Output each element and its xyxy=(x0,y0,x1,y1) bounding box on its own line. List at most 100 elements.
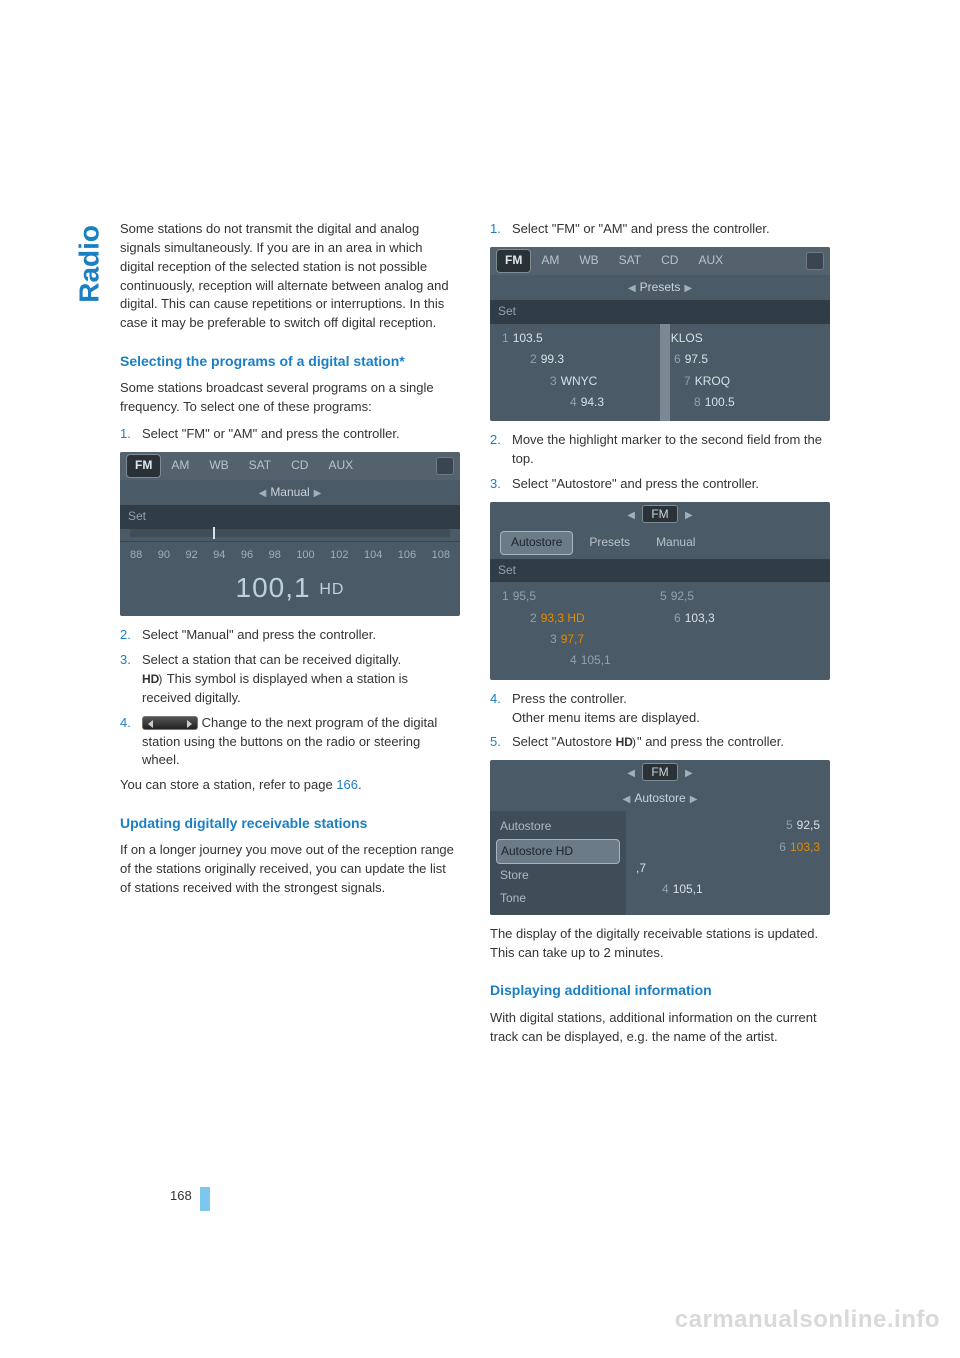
preset-val: 95,5 xyxy=(513,589,536,603)
preset-num: 5 xyxy=(786,817,793,834)
preset-val: 100.5 xyxy=(705,395,735,409)
preset-num: 5 xyxy=(660,589,667,603)
tab-bar: FM AM WB SAT CD AUX xyxy=(120,452,460,480)
steps-list: Select "FM" or "AM" and press the contro… xyxy=(490,220,830,239)
hd-icon: HD xyxy=(142,672,162,686)
preset-val: 99.3 xyxy=(541,352,564,366)
preset-num: 4 xyxy=(662,881,669,898)
tab-cd: CD xyxy=(651,248,688,273)
tab-sat: SAT xyxy=(609,248,651,273)
tab-wb: WB xyxy=(569,248,608,273)
preset-val: 103.5 xyxy=(513,331,543,345)
band-label: FM xyxy=(642,505,677,523)
step-text-part: This symbol is displayed when a station … xyxy=(142,671,408,705)
steps-list: Move the highlight marker to the second … xyxy=(490,431,830,494)
dial-tick: 98 xyxy=(269,548,281,564)
preset-val: ,7 xyxy=(636,860,646,877)
hd-icon: HD xyxy=(319,581,344,598)
dial-tick: 104 xyxy=(364,548,382,564)
step-text: Select "Manual" and press the controller… xyxy=(142,626,460,645)
step-text: Move the highlight marker to the second … xyxy=(512,431,830,469)
preset-num: 4 xyxy=(570,395,577,409)
preset-val: KROQ xyxy=(695,374,730,388)
preset-num: 1 xyxy=(502,589,509,603)
step-item: Select "FM" or "AM" and press the contro… xyxy=(120,425,460,444)
figure-manual-tuning: FM AM WB SAT CD AUX ◀Manual▶ Set 88 90 9… xyxy=(120,452,460,616)
dial-scale: 88 90 92 94 96 98 100 102 104 106 108 xyxy=(120,541,460,566)
preset-val: KLOS xyxy=(671,331,703,345)
tab-sat: SAT xyxy=(239,453,281,478)
step-text-part: Select "Autostore xyxy=(512,734,616,749)
step-text: Press the controller. Other menu items a… xyxy=(512,690,830,728)
tab-am: AM xyxy=(531,248,569,273)
figure-presets: FM AM WB SAT CD AUX ◀Presets▶ Set 1103.5… xyxy=(490,247,830,421)
steps-list: Press the controller. Other menu items a… xyxy=(490,690,830,753)
step-item: Select "Autostore HD" and press the cont… xyxy=(490,733,830,752)
left-menu-list: Autostore Autostore HD Store Tone xyxy=(490,811,626,915)
paragraph: You can store a station, refer to page 1… xyxy=(120,776,460,795)
step-text-part: Other menu items are displayed. xyxy=(512,710,700,725)
step-item: Select "Autostore" and press the control… xyxy=(490,475,830,494)
mode-label: Presets xyxy=(640,280,681,294)
set-row: Set xyxy=(490,559,830,582)
heading-selecting-programs: Selecting the programs of a digital stat… xyxy=(120,351,460,371)
band-bar: ◀ FM ▶ xyxy=(490,760,830,786)
step-text-part: Select a station that can be received di… xyxy=(142,652,401,667)
dial-tick: 96 xyxy=(241,548,253,564)
tab-fm: FM xyxy=(496,249,531,272)
step-item: Move the highlight marker to the second … xyxy=(490,431,830,469)
dial-tick: 106 xyxy=(398,548,416,564)
menu-split: Autostore Autostore HD Store Tone 592,5 … xyxy=(490,811,830,915)
mode-label: Autostore xyxy=(634,791,685,805)
preset-num: 3 xyxy=(550,374,557,388)
preset-num: 6 xyxy=(674,611,681,625)
step-text: Select "FM" or "AM" and press the contro… xyxy=(142,425,460,444)
corner-icon xyxy=(806,252,824,270)
preset-val: 92,5 xyxy=(671,589,694,603)
dial-tick: 94 xyxy=(213,548,225,564)
preset-num: 3 xyxy=(550,632,557,646)
menu-item-selected: Autostore HD xyxy=(496,839,620,864)
preset-val: 105,1 xyxy=(673,881,703,898)
section-label: Radio xyxy=(69,225,110,303)
preset-val: 92,5 xyxy=(797,817,820,834)
screen-fig1: FM AM WB SAT CD AUX ◀Manual▶ Set 88 90 9… xyxy=(120,452,460,616)
preset-num: 1 xyxy=(502,331,509,345)
page-number-marker xyxy=(200,1187,210,1211)
preset-num: 7 xyxy=(684,374,691,388)
corner-icon xyxy=(436,457,454,475)
preset-num: 2 xyxy=(530,611,537,625)
preset-val: 93,3 HD xyxy=(541,611,585,625)
tab-aux: AUX xyxy=(688,248,733,273)
menu-item: Autostore xyxy=(496,815,620,838)
seek-button-icon xyxy=(142,716,198,730)
paragraph: The display of the digitally receivable … xyxy=(490,925,830,963)
page-link[interactable]: 166 xyxy=(336,777,358,792)
menu-item: Store xyxy=(496,864,620,887)
mode-label: Manual xyxy=(270,485,309,499)
step-item: Select "FM" or "AM" and press the contro… xyxy=(490,220,830,239)
step-text: Change to the next program of the digita… xyxy=(142,714,460,771)
frequency-display: 100,1 HD xyxy=(120,566,460,617)
figure-autostore: ◀ FM ▶ Autostore Presets Manual Set 195,… xyxy=(490,502,830,680)
set-row: Set xyxy=(490,300,830,323)
text: You can store a station, refer to page xyxy=(120,777,336,792)
preset-grid: 1103.55KLOS 299.3697.5 3WNYC7KROQ 494.38… xyxy=(490,324,830,422)
step-text: Select a station that can be received di… xyxy=(142,651,460,708)
band-bar: ◀ FM ▶ xyxy=(490,502,830,528)
preset-num: 2 xyxy=(530,352,537,366)
text: . xyxy=(358,777,362,792)
step-text-part: Press the controller. xyxy=(512,691,627,706)
tab-am: AM xyxy=(161,453,199,478)
tab-wb: WB xyxy=(199,453,238,478)
page-content: Some stations do not transmit the digita… xyxy=(0,0,960,1114)
dial-tick: 102 xyxy=(330,548,348,564)
step-item: Select "Manual" and press the controller… xyxy=(120,626,460,645)
screen-fig4: ◀ FM ▶ ◀Autostore▶ Autostore Autostore H… xyxy=(490,760,830,915)
preset-num: 4 xyxy=(570,653,577,667)
watermark: carmanualsonline.info xyxy=(675,1303,940,1338)
preset-val: 103,3 xyxy=(790,839,820,856)
dial-tick: 88 xyxy=(130,548,142,564)
preset-grid: 195,5592,5 293,3 HD6103,3 397,7 4105,1 xyxy=(490,582,830,680)
pill-presets: Presets xyxy=(579,532,640,553)
